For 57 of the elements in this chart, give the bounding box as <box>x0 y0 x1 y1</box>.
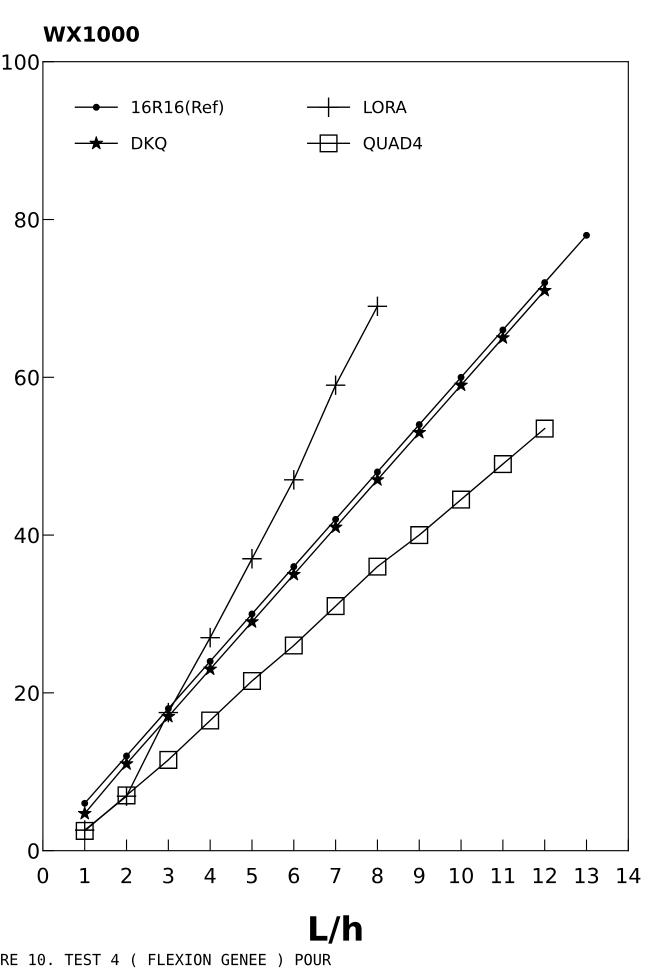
point <box>458 374 465 381</box>
point <box>159 750 178 769</box>
point <box>416 421 423 428</box>
x-tick-label: 9 <box>414 868 424 884</box>
point <box>410 526 428 544</box>
y-tick-label: 40 <box>14 528 39 544</box>
point <box>536 420 554 438</box>
point <box>200 627 221 648</box>
point <box>81 800 88 807</box>
x-tick-label: 12 <box>534 868 556 884</box>
point <box>452 490 470 509</box>
legend-label: 16R16(Ref) <box>132 100 223 116</box>
point <box>284 636 303 655</box>
point <box>123 752 130 760</box>
y-tick-label: 80 <box>15 212 39 228</box>
point <box>499 326 506 334</box>
x-tick-label: 7 <box>330 868 340 884</box>
x-tick-label: 4 <box>204 868 216 884</box>
y-tick-label: 60 <box>15 370 39 386</box>
y-tick-label: 0 <box>28 843 39 859</box>
x-tick-label: 6 <box>288 868 300 884</box>
x-tick-label: 2 <box>121 868 132 884</box>
x-axis-title: L/h <box>310 915 362 944</box>
point <box>541 279 548 286</box>
x-tick-label: 1 <box>80 868 90 884</box>
point <box>325 374 346 396</box>
point <box>290 563 298 570</box>
point <box>164 705 172 712</box>
x-tick-label: 8 <box>372 868 383 884</box>
point <box>368 558 386 576</box>
point <box>248 610 256 618</box>
legend-label: LORA <box>364 100 407 114</box>
legend-label: QUAD4 <box>364 136 422 152</box>
x-tick-label: 3 <box>163 868 174 884</box>
legend-label: DKQ <box>132 136 166 152</box>
point <box>326 597 345 616</box>
y-tick-label: 100 <box>2 54 39 70</box>
point <box>201 711 220 730</box>
point <box>494 455 512 474</box>
point <box>242 548 262 570</box>
x-tick-label: 10 <box>450 868 473 884</box>
point <box>158 702 179 723</box>
point <box>283 469 304 490</box>
x-tick-label: 5 <box>246 868 257 884</box>
point <box>78 806 92 820</box>
x-tick-label: 13 <box>576 868 598 884</box>
y-axis-title: WX1000 <box>44 26 139 42</box>
point <box>332 516 340 523</box>
x-tick-label: 11 <box>492 868 514 884</box>
text: RE 10. TEST 4 ( FLEXION GENEE ) POUR <box>1 953 332 968</box>
x-tick-label: 14 <box>617 868 640 884</box>
y-tick-label: 20 <box>15 685 39 702</box>
point <box>374 468 381 476</box>
point <box>367 296 388 317</box>
point <box>583 232 590 239</box>
point <box>206 658 214 665</box>
point <box>242 672 262 690</box>
